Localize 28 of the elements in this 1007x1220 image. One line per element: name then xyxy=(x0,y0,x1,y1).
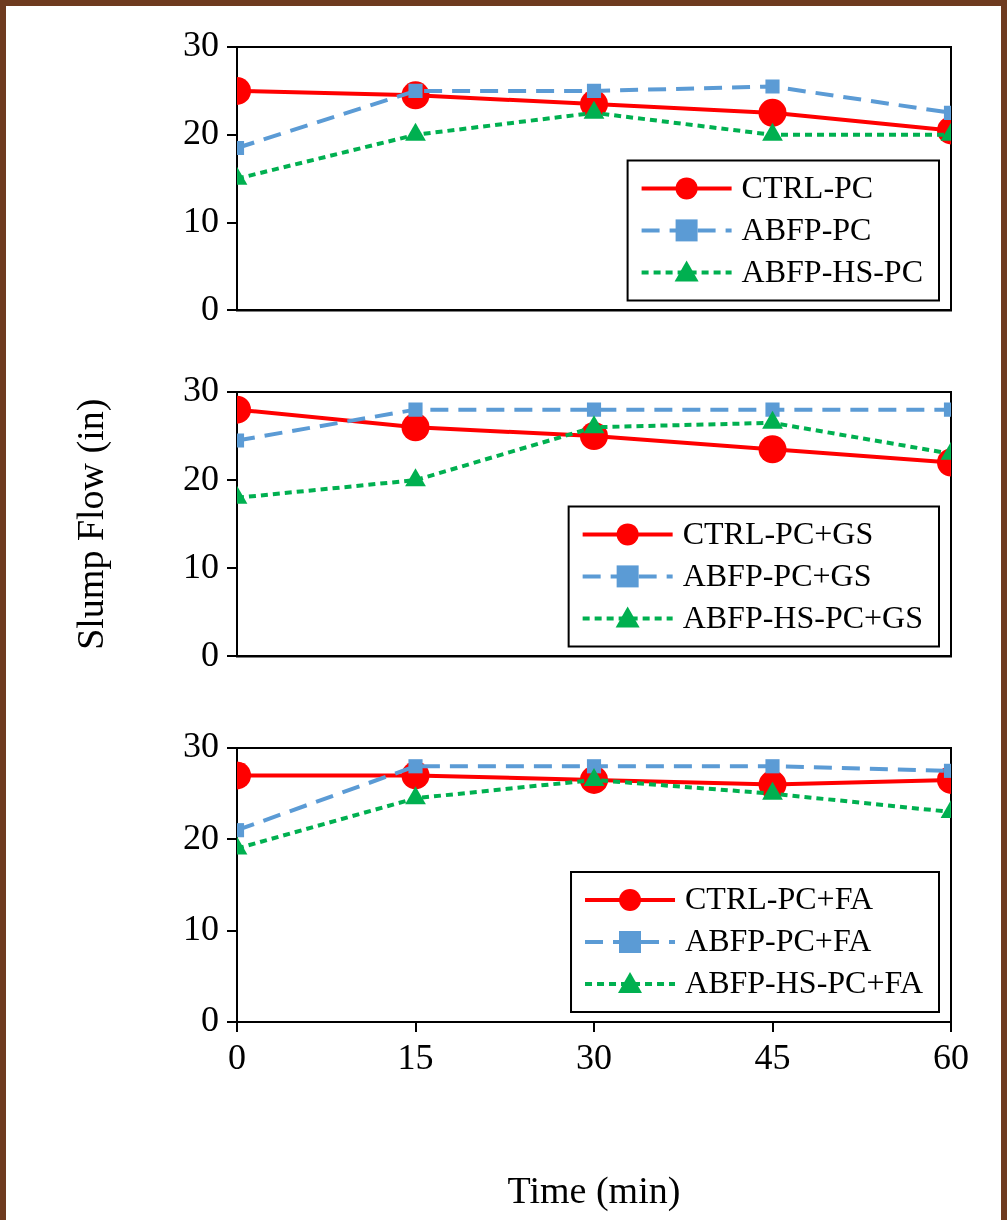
y-tick-label: 20 xyxy=(183,112,219,153)
y-tick-label: 30 xyxy=(183,369,219,410)
legend-label: CTRL-PC xyxy=(741,168,874,205)
legend-label: CTRL-PC+FA xyxy=(685,880,874,917)
x-tick-label: 30 xyxy=(576,1037,612,1078)
x-tick-label: 15 xyxy=(397,1037,434,1078)
legend-label: ABFP-PC+FA xyxy=(685,922,872,959)
y-tick-label: 20 xyxy=(183,816,219,857)
y-tick-label: 10 xyxy=(183,908,219,949)
y-tick-label: 10 xyxy=(183,200,219,241)
y-tick-label: 30 xyxy=(183,24,219,65)
legend-label: ABFP-PC+GS xyxy=(682,556,872,593)
legend-label: ABFP-PC xyxy=(741,210,872,247)
y-tick-label: 10 xyxy=(183,545,219,586)
y-tick-label: 20 xyxy=(183,457,219,498)
y-tick-label: 0 xyxy=(201,287,219,328)
y-tick-label: 30 xyxy=(183,725,219,766)
legend-label: ABFP-HS-PC+GS xyxy=(682,598,923,635)
x-tick-label: 0 xyxy=(228,1037,246,1078)
y-tick-label: 0 xyxy=(201,633,219,674)
x-tick-label: 45 xyxy=(754,1037,791,1078)
x-axis-title: Time (min) xyxy=(507,1169,681,1213)
legend-label: ABFP-HS-PC xyxy=(741,252,923,289)
legend-label: CTRL-PC+GS xyxy=(682,514,874,551)
y-axis-title: Slump Flow (in) xyxy=(68,398,112,650)
y-tick-label: 0 xyxy=(201,999,219,1040)
legend-label: ABFP-HS-PC+FA xyxy=(685,964,923,1001)
x-tick-label: 60 xyxy=(933,1037,969,1078)
